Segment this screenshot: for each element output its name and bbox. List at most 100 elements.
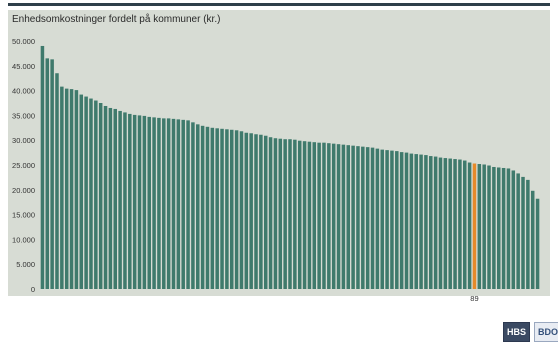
bar [361,146,365,289]
bar [249,133,253,289]
bar [501,167,506,289]
bar [375,148,380,289]
bar [288,139,292,289]
bar [477,164,482,289]
bar [50,59,54,289]
bar [443,158,448,289]
bar [336,144,341,289]
bar [142,115,147,290]
bar [365,147,370,289]
bar [162,118,166,289]
bar [331,143,336,289]
y-tick-label: 30.000 [12,136,35,145]
bar [128,113,132,289]
bar [263,135,268,289]
bar [399,152,404,289]
y-tick-label: 15.000 [12,211,35,220]
bar [307,141,312,289]
y-tick-label: 35.000 [12,111,35,120]
bar [225,129,229,289]
bar [132,114,137,290]
y-tick-label: 50.000 [12,37,35,46]
bar [74,90,79,289]
bar [463,160,467,289]
bar [181,119,185,289]
bar [327,143,331,289]
bar [351,145,355,289]
bar [482,164,486,289]
bar [89,98,93,289]
bar [157,117,161,289]
bar [273,138,278,289]
bar [220,128,224,289]
bar [516,173,520,289]
bar [506,168,511,289]
bar [234,130,239,289]
y-tick-label: 25.000 [12,161,35,170]
bar [380,149,384,289]
bar [404,152,409,289]
bar [487,165,491,289]
bar [346,145,350,289]
bar [322,142,326,289]
bar [341,144,346,289]
bar [438,157,443,289]
bar [467,162,472,289]
y-tick-label: 0 [31,285,35,294]
bar [521,176,525,289]
top-rule [8,3,550,6]
bar [69,89,74,289]
bar [526,179,530,289]
bar [448,158,452,289]
bar [458,159,462,289]
bar [60,86,64,289]
bar [390,150,394,289]
y-tick-label: 5.000 [16,260,35,269]
bar [302,141,307,289]
bar [84,96,88,289]
bar [317,142,321,289]
y-tick-label: 20.000 [12,186,35,195]
bar [424,155,428,289]
bar [492,166,496,289]
bar [409,153,414,289]
bdo-logo: BDO [534,322,558,342]
bar [200,125,205,289]
chart-title: Enhedsomkostninger fordelt på kommuner (… [12,14,221,25]
bar [98,103,103,289]
bar [429,156,433,289]
bar [196,124,200,289]
bar [64,88,69,290]
bar [453,159,457,289]
bar [535,198,540,289]
bar [215,128,219,289]
bar [414,154,418,289]
bar [94,100,98,290]
bar [433,156,438,289]
bar [191,122,195,289]
bar [283,139,287,289]
bar [293,139,297,289]
bar [395,151,399,289]
bar [166,118,171,289]
bar [419,154,423,289]
bar [79,94,84,289]
bar [45,58,50,289]
bar [244,132,249,289]
bar [103,105,108,289]
bar [113,108,117,289]
bar [239,131,244,289]
hbs-logo: HBS [503,322,531,342]
bar [123,112,127,289]
bar [312,142,317,289]
bar [210,127,215,289]
bar [176,119,181,290]
bar [278,138,283,289]
bar [230,129,234,289]
bar [55,73,59,290]
bar [40,45,45,290]
y-tick-label: 40.000 [12,87,35,96]
y-tick-label: 45.000 [12,62,35,71]
bar [356,146,360,289]
bar [259,134,263,289]
